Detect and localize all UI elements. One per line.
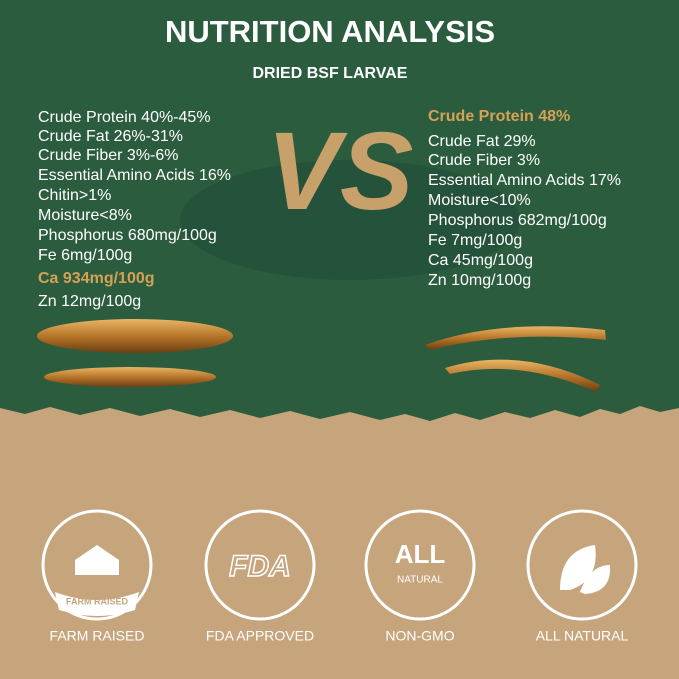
larvae-pile [180,160,520,280]
badge-text: FARM RAISED [66,596,129,606]
nutrient: Ca 45mg/100g [428,252,533,269]
nutrient: Crude Fat 29% [428,133,536,150]
farm-icon [75,545,119,575]
nutrient: Zn 10mg/100g [428,272,531,289]
nutrient: Phosphorus 682mg/100g [428,212,607,229]
nutrient-highlight: Crude Protein 48% [428,108,570,125]
nutrient: Fe 6mg/100g [38,247,132,264]
nutrient: Moisture<10% [428,192,531,209]
larva [44,367,216,387]
badge-circle [364,509,476,621]
subtitle: DRIED BSF LARVAE [253,65,408,82]
badge-label: FARM RAISED [50,628,145,644]
badge-label: ALL NATURAL [536,628,629,644]
badge-text: ALL [395,539,446,569]
badge-circle [526,509,638,621]
badge-circle [204,509,316,621]
larva [425,326,606,350]
nutrient: Crude Protein 40%-45% [38,109,211,126]
nutrient: Essential Amino Acids 16% [38,167,231,184]
vs-text: VS [267,110,414,233]
nutrient: Phosphorus 680mg/100g [38,227,217,244]
nutrient: Crude Fiber 3% [428,152,540,169]
badge-label: FDA APPROVED [206,628,314,644]
badge-circle [41,509,153,621]
nutrient: Crude Fat 26%-31% [38,128,183,145]
nutrient: Zn 12mg/100g [38,293,141,310]
nutrient-highlight: Ca 934mg/100g [38,270,155,287]
left-list: Crude Protein 40%-45% Crude Fat 26%-31% … [38,109,231,310]
nutrient: Moisture<8% [38,207,132,224]
badge-subtext: NATURAL [397,575,443,586]
right-list: Crude Protein 48% Crude Fat 29% Crude Fi… [428,108,621,289]
larva [445,359,600,392]
larva [37,319,233,353]
nutrient: Crude Fiber 3%-6% [38,147,179,164]
badge-text: FDA [229,550,291,583]
nutrient: Chitin>1% [38,187,111,204]
leaf-icon [560,545,611,594]
nutrient: Essential Amino Acids 17% [428,172,621,189]
ribbon [55,592,139,616]
badge-label: NON-GMO [385,628,454,644]
nutrient: Fe 7mg/100g [428,232,522,249]
larvae-images [37,319,606,392]
badge-circles [41,509,638,621]
title: NUTRITION ANALYSIS [165,14,495,49]
